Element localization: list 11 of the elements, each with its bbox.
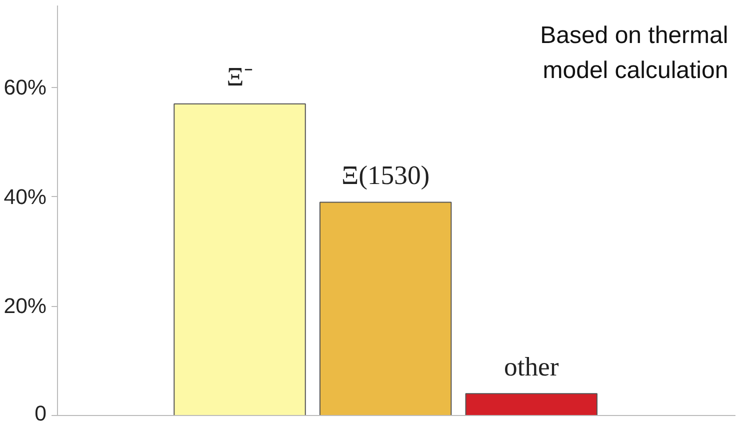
- x-tick-label: Ξ⁻: [226, 62, 253, 92]
- x-tick-label: Ξ(1530): [341, 160, 430, 190]
- annotation: Based on thermal model calculation: [540, 22, 728, 84]
- y-tick-label: 0: [34, 402, 47, 425]
- bar: [319, 202, 452, 416]
- y-tick-label: 60%: [4, 76, 47, 100]
- x-tick-label: other: [504, 351, 559, 382]
- bar: [174, 103, 306, 416]
- bar: [465, 393, 598, 416]
- y-tick-label: 40%: [4, 184, 47, 209]
- y-tick-label: 20%: [4, 294, 47, 318]
